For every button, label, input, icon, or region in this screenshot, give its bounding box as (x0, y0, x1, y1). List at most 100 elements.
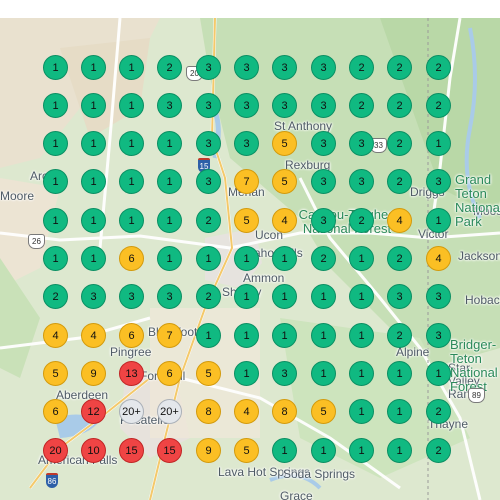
cluster-marker[interactable]: 1 (234, 284, 259, 309)
cluster-marker[interactable]: 1 (387, 438, 412, 463)
cluster-marker[interactable]: 1 (272, 323, 297, 348)
cluster-marker[interactable]: 9 (196, 438, 221, 463)
cluster-marker[interactable]: 2 (387, 169, 412, 194)
cluster-marker[interactable]: 1 (119, 131, 144, 156)
cluster-marker[interactable]: 1 (119, 208, 144, 233)
map-view[interactable]: St Anthony Rexburg Menan Ucon Ammon Shel… (0, 18, 500, 500)
cluster-marker[interactable]: 8 (196, 399, 221, 424)
cluster-marker[interactable]: 4 (81, 323, 106, 348)
cluster-marker[interactable]: 5 (234, 208, 259, 233)
cluster-marker[interactable]: 6 (119, 323, 144, 348)
cluster-marker[interactable]: 6 (43, 399, 68, 424)
cluster-marker[interactable]: 3 (426, 284, 451, 309)
cluster-marker[interactable]: 3 (311, 131, 336, 156)
cluster-marker[interactable]: 3 (426, 323, 451, 348)
cluster-marker[interactable]: 1 (311, 284, 336, 309)
cluster-marker[interactable]: 1 (43, 169, 68, 194)
cluster-marker[interactable]: 2 (387, 246, 412, 271)
cluster-marker[interactable]: 3 (311, 208, 336, 233)
cluster-marker[interactable]: 1 (81, 55, 106, 80)
cluster-marker[interactable]: 2 (426, 55, 451, 80)
cluster-marker[interactable]: 5 (311, 399, 336, 424)
cluster-marker[interactable]: 3 (81, 284, 106, 309)
cluster-marker[interactable]: 3 (387, 284, 412, 309)
cluster-marker[interactable]: 1 (119, 55, 144, 80)
cluster-marker[interactable]: 12 (81, 399, 106, 424)
cluster-marker[interactable]: 1 (157, 246, 182, 271)
cluster-marker[interactable]: 3 (311, 93, 336, 118)
cluster-marker[interactable]: 1 (387, 361, 412, 386)
cluster-marker[interactable]: 1 (349, 361, 374, 386)
cluster-marker[interactable]: 1 (43, 131, 68, 156)
cluster-marker[interactable]: 20+ (157, 399, 182, 424)
cluster-marker[interactable]: 1 (349, 399, 374, 424)
cluster-marker[interactable]: 20 (43, 438, 68, 463)
cluster-marker[interactable]: 1 (119, 169, 144, 194)
cluster-marker[interactable]: 1 (196, 323, 221, 348)
cluster-marker[interactable]: 1 (349, 284, 374, 309)
cluster-marker[interactable]: 20+ (119, 399, 144, 424)
cluster-marker[interactable]: 1 (234, 361, 259, 386)
cluster-marker[interactable]: 2 (387, 131, 412, 156)
cluster-marker[interactable]: 7 (157, 323, 182, 348)
cluster-marker[interactable]: 2 (157, 55, 182, 80)
cluster-marker[interactable]: 3 (272, 361, 297, 386)
cluster-marker[interactable]: 1 (81, 93, 106, 118)
cluster-marker[interactable]: 1 (311, 361, 336, 386)
cluster-marker[interactable]: 2 (196, 208, 221, 233)
cluster-marker[interactable]: 1 (272, 246, 297, 271)
cluster-marker[interactable]: 4 (272, 208, 297, 233)
cluster-marker[interactable]: 1 (311, 438, 336, 463)
cluster-marker[interactable]: 6 (119, 246, 144, 271)
cluster-marker[interactable]: 9 (81, 361, 106, 386)
cluster-marker[interactable]: 3 (157, 93, 182, 118)
cluster-marker[interactable]: 5 (234, 438, 259, 463)
cluster-marker[interactable]: 15 (157, 438, 182, 463)
cluster-marker[interactable]: 3 (157, 284, 182, 309)
cluster-marker[interactable]: 4 (426, 246, 451, 271)
cluster-marker[interactable]: 3 (234, 55, 259, 80)
cluster-marker[interactable]: 2 (426, 93, 451, 118)
cluster-marker[interactable]: 3 (311, 169, 336, 194)
cluster-marker[interactable]: 1 (43, 208, 68, 233)
cluster-marker[interactable]: 13 (119, 361, 144, 386)
cluster-marker[interactable]: 2 (426, 438, 451, 463)
cluster-marker[interactable]: 10 (81, 438, 106, 463)
cluster-marker[interactable]: 4 (387, 208, 412, 233)
cluster-marker[interactable]: 1 (349, 246, 374, 271)
cluster-marker[interactable]: 7 (234, 169, 259, 194)
cluster-marker[interactable]: 2 (387, 55, 412, 80)
cluster-marker[interactable]: 2 (387, 323, 412, 348)
cluster-marker[interactable]: 3 (234, 93, 259, 118)
cluster-marker[interactable]: 2 (196, 284, 221, 309)
cluster-marker[interactable]: 1 (234, 246, 259, 271)
cluster-marker[interactable]: 1 (426, 361, 451, 386)
cluster-marker[interactable]: 1 (272, 438, 297, 463)
cluster-marker[interactable]: 1 (157, 131, 182, 156)
cluster-marker[interactable]: 1 (81, 131, 106, 156)
cluster-marker[interactable]: 5 (272, 169, 297, 194)
cluster-marker[interactable]: 1 (234, 323, 259, 348)
cluster-marker[interactable]: 2 (387, 93, 412, 118)
cluster-marker[interactable]: 2 (426, 399, 451, 424)
cluster-marker[interactable]: 15 (119, 438, 144, 463)
cluster-marker[interactable]: 2 (349, 93, 374, 118)
cluster-marker[interactable]: 5 (196, 361, 221, 386)
cluster-marker[interactable]: 2 (43, 284, 68, 309)
cluster-marker[interactable]: 3 (349, 131, 374, 156)
cluster-marker[interactable]: 2 (349, 55, 374, 80)
cluster-marker[interactable]: 1 (81, 169, 106, 194)
cluster-marker[interactable]: 3 (426, 169, 451, 194)
cluster-marker[interactable]: 4 (234, 399, 259, 424)
cluster-marker[interactable]: 1 (157, 208, 182, 233)
cluster-marker[interactable]: 3 (196, 55, 221, 80)
cluster-marker[interactable]: 3 (349, 169, 374, 194)
cluster-marker[interactable]: 1 (272, 284, 297, 309)
cluster-marker[interactable]: 1 (426, 131, 451, 156)
cluster-marker[interactable]: 1 (43, 93, 68, 118)
cluster-marker[interactable]: 4 (43, 323, 68, 348)
cluster-marker[interactable]: 1 (119, 93, 144, 118)
cluster-marker[interactable]: 3 (311, 55, 336, 80)
cluster-marker[interactable]: 2 (311, 246, 336, 271)
cluster-marker[interactable]: 3 (234, 131, 259, 156)
